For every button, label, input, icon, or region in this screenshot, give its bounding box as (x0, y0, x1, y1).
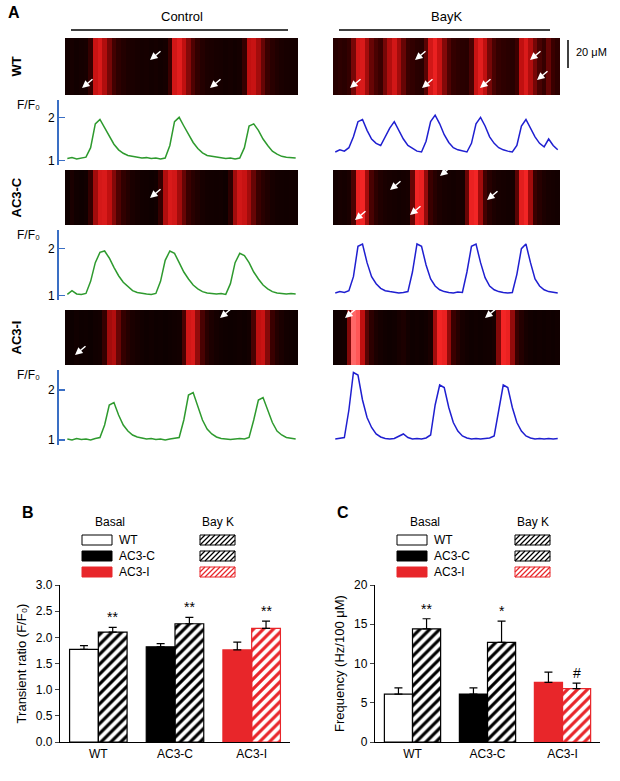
svg-text:F/F₀: F/F₀ (17, 98, 40, 112)
svg-text:2: 2 (48, 111, 55, 125)
svg-text:1: 1 (48, 433, 55, 447)
svg-text:WT: WT (9, 56, 24, 76)
svg-text:BayK: BayK (431, 9, 462, 24)
svg-text:F/F₀: F/F₀ (17, 228, 40, 242)
svg-text:AC3-I: AC3-I (547, 747, 578, 761)
svg-text:AC3-I: AC3-I (236, 747, 267, 761)
svg-text:**: ** (421, 601, 432, 617)
svg-text:2: 2 (48, 383, 55, 397)
svg-text:3.0: 3.0 (36, 578, 53, 592)
svg-text:2.5: 2.5 (36, 604, 53, 618)
svg-text:1: 1 (48, 154, 55, 168)
svg-text:AC3-C: AC3-C (119, 549, 155, 563)
svg-text:**: ** (184, 599, 195, 615)
svg-text:**: ** (261, 603, 272, 619)
svg-text:Transient ratio (F/F₀): Transient ratio (F/F₀) (14, 604, 29, 724)
svg-text:**: ** (107, 609, 118, 625)
svg-text:AC3-C: AC3-C (469, 747, 505, 761)
svg-text:0.0: 0.0 (36, 735, 53, 749)
svg-text:WT: WT (89, 747, 108, 761)
svg-text:Control: Control (161, 9, 203, 24)
svg-text:15: 15 (354, 617, 368, 631)
svg-text:Basal: Basal (410, 515, 440, 529)
svg-text:AC3-I: AC3-I (9, 321, 24, 355)
svg-text:WT: WT (434, 533, 453, 547)
svg-text:WT: WT (119, 533, 138, 547)
svg-text:Bay K: Bay K (202, 515, 234, 529)
svg-text:F/F₀: F/F₀ (17, 368, 40, 382)
svg-text:B: B (22, 504, 34, 521)
svg-text:Basal: Basal (95, 515, 125, 529)
svg-text:Bay K: Bay K (517, 515, 549, 529)
svg-text:2: 2 (48, 242, 55, 256)
svg-text:AC3-C: AC3-C (9, 177, 24, 217)
svg-text:*: * (499, 603, 505, 619)
svg-text:WT: WT (403, 747, 422, 761)
svg-text:1: 1 (48, 289, 55, 303)
svg-text:1.0: 1.0 (36, 683, 53, 697)
svg-text:#: # (573, 665, 581, 681)
svg-text:0.5: 0.5 (36, 709, 53, 723)
svg-text:20 μM: 20 μM (576, 46, 607, 58)
svg-text:AC3-I: AC3-I (434, 565, 465, 579)
svg-text:AC3-I: AC3-I (119, 565, 150, 579)
svg-text:AC3-C: AC3-C (434, 549, 470, 563)
svg-text:10: 10 (354, 657, 368, 671)
svg-text:1.5: 1.5 (36, 657, 53, 671)
svg-text:A: A (8, 4, 20, 21)
svg-text:20: 20 (354, 578, 368, 592)
svg-text:5: 5 (361, 696, 368, 710)
svg-text:0: 0 (361, 735, 368, 749)
svg-text:AC3-C: AC3-C (157, 747, 193, 761)
svg-text:Frequency (Hz/100 μM): Frequency (Hz/100 μM) (332, 595, 347, 732)
svg-text:C: C (337, 504, 349, 521)
svg-text:2.0: 2.0 (36, 631, 53, 645)
